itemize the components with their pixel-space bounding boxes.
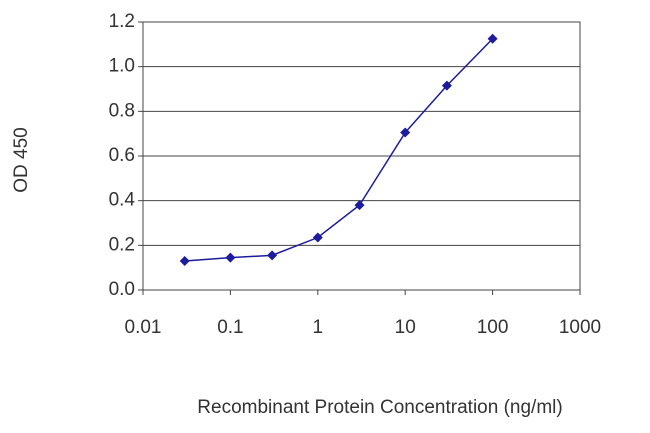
x-tick-label: 0.1 — [217, 317, 243, 338]
x-tick-label: 100 — [477, 317, 509, 338]
y-tick-label: 0.6 — [109, 145, 135, 166]
data-point — [312, 232, 323, 243]
series-line — [184, 38, 494, 262]
y-tick-label: 0.0 — [109, 279, 135, 300]
y-axis-label: OD 450 — [11, 127, 32, 192]
x-tick-label: 10 — [395, 317, 416, 338]
data-point — [441, 80, 452, 91]
x-tick-label: 1 — [313, 317, 324, 338]
y-tick-label: 0.8 — [109, 100, 135, 121]
data-point — [487, 33, 498, 44]
data-point — [179, 255, 190, 266]
x-tick-label: 0.01 — [125, 317, 162, 338]
y-tick-label: 1.0 — [109, 56, 135, 77]
data-point — [267, 250, 278, 261]
y-tick-label: 1.2 — [109, 11, 135, 32]
x-tick-label: 1000 — [559, 317, 601, 338]
y-tick-label: 0.2 — [109, 234, 135, 255]
data-point — [400, 127, 411, 138]
data-point — [354, 200, 365, 211]
x-axis-label: Recombinant Protein Concentration (ng/ml… — [197, 397, 562, 418]
data-point — [225, 252, 236, 263]
y-tick-label: 0.4 — [109, 190, 136, 211]
